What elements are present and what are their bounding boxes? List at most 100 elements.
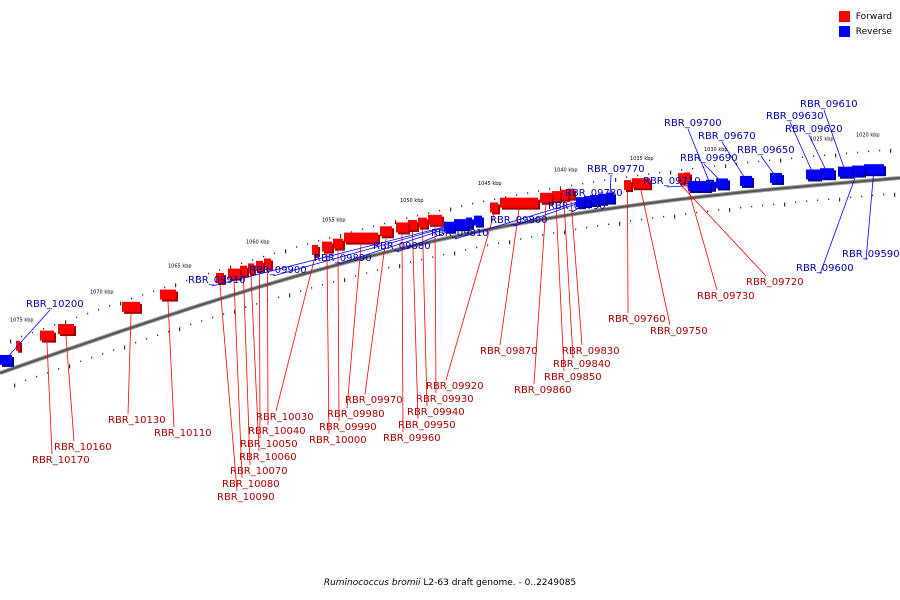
scale-tick xyxy=(872,194,874,197)
scale-tick xyxy=(377,269,379,272)
scale-tick xyxy=(817,199,819,201)
label-rbr-09860: RBR_09860 xyxy=(514,385,572,396)
scale-tick xyxy=(175,283,177,288)
leader-line-forward xyxy=(65,335,75,442)
scale-tick xyxy=(472,202,474,205)
scale-tick xyxy=(219,269,221,271)
label-rbr-09830: RBR_09830 xyxy=(562,346,620,357)
gene-forward xyxy=(122,301,140,312)
scale-tick xyxy=(142,294,144,296)
gene-forward xyxy=(624,180,631,191)
scale-tick xyxy=(652,217,654,219)
axis-tick-label: 1040 kbp xyxy=(554,167,578,173)
scale-tick xyxy=(564,230,566,235)
leader-line-reverse xyxy=(609,174,612,197)
scale-tick xyxy=(212,316,214,319)
axis-tick-label: 1065 kbp xyxy=(168,264,192,270)
leader-line-forward xyxy=(275,256,316,412)
leader-line-reverse xyxy=(5,309,51,360)
scale-tick xyxy=(828,198,830,201)
scale-tick xyxy=(80,360,82,363)
axis-tick-label: 1045 kbp xyxy=(478,181,502,187)
gene-forward xyxy=(380,226,392,237)
scale-tick xyxy=(692,167,694,170)
scale-tick xyxy=(542,234,544,236)
label-rbr-09720: RBR_09720 xyxy=(746,277,804,288)
scale-tick xyxy=(14,383,16,388)
scale-tick xyxy=(553,232,555,234)
scale-tick xyxy=(333,281,335,283)
scale-tick xyxy=(450,207,452,212)
leader-line-reverse xyxy=(396,219,479,253)
scale-tick xyxy=(25,379,27,382)
gene-forward xyxy=(240,265,247,276)
scale-tick xyxy=(729,208,731,213)
scale-tick xyxy=(54,324,56,326)
scale-tick xyxy=(454,251,456,256)
label-rbr-09930: RBR_09930 xyxy=(416,394,474,405)
axis-tick-label: 1020 kbp xyxy=(856,133,880,139)
gene-forward xyxy=(160,289,176,300)
leader-line-reverse xyxy=(760,155,777,178)
scale-tick xyxy=(311,287,313,289)
scale-tick xyxy=(135,341,137,344)
leader-line-reverse xyxy=(687,128,711,184)
label-rbr-10040: RBR_10040 xyxy=(248,426,306,437)
gene-forward xyxy=(312,244,318,255)
scale-tick xyxy=(432,256,434,258)
scale-tick xyxy=(296,246,298,248)
scale-tick xyxy=(32,331,34,334)
scale-tick xyxy=(894,192,896,197)
scale-tick xyxy=(58,368,60,370)
scale-tick xyxy=(835,153,837,158)
label-rbr-09890: RBR_09890 xyxy=(314,253,372,264)
gene-reverse xyxy=(740,175,752,186)
scale-tick xyxy=(439,209,441,212)
caption-rest: L2-63 draft genome. - 0..2249085 xyxy=(420,578,577,588)
leader-line-forward xyxy=(243,277,251,466)
label-rbr-09760: RBR_09760 xyxy=(608,314,666,325)
scale-tick xyxy=(190,323,192,326)
scale-tick xyxy=(868,150,870,153)
scale-tick xyxy=(718,209,720,211)
scale-tick xyxy=(516,194,518,196)
genome-backbone xyxy=(0,177,900,374)
scale-tick xyxy=(10,339,12,344)
scale-tick xyxy=(531,236,533,238)
leader-line-forward xyxy=(422,229,428,407)
scale-tick xyxy=(318,240,320,242)
scale-tick xyxy=(619,221,621,226)
reverse-swatch xyxy=(838,26,850,37)
scale-tick xyxy=(69,364,71,369)
label-rbr-09850: RBR_09850 xyxy=(544,372,602,383)
scale-tick xyxy=(278,296,280,299)
label-rbr-09800: RBR_09800 xyxy=(490,215,548,226)
scale-tick xyxy=(406,217,408,219)
scale-tick xyxy=(861,195,863,198)
leader-line-reverse xyxy=(272,222,462,277)
scale-tick xyxy=(659,171,661,174)
gene-reverse xyxy=(0,354,12,365)
scale-tick xyxy=(483,200,485,203)
gene-reverse xyxy=(474,215,482,226)
scale-tick xyxy=(256,303,258,305)
gene-reverse xyxy=(598,193,606,204)
label-rbr-09810: RBR_09810 xyxy=(431,228,489,239)
label-rbr-09650: RBR_09650 xyxy=(737,145,795,156)
scale-tick xyxy=(476,246,478,249)
gene-forward xyxy=(322,241,332,252)
label-rbr-09750: RBR_09750 xyxy=(650,326,708,337)
leader-line-reverse xyxy=(571,198,595,213)
label-rbr-10160: RBR_10160 xyxy=(54,442,112,453)
label-rbr-09840: RBR_09840 xyxy=(553,359,611,370)
label-rbr-09700: RBR_09700 xyxy=(664,118,722,129)
leader-line-reverse xyxy=(808,134,828,173)
gene-forward xyxy=(678,173,684,184)
scale-tick xyxy=(274,252,276,255)
scale-tick xyxy=(47,372,49,374)
gene-forward xyxy=(560,189,568,200)
scale-tick xyxy=(355,275,357,277)
leader-line-reverse xyxy=(865,168,875,261)
scale-tick xyxy=(223,313,225,315)
scale-tick xyxy=(560,186,562,191)
